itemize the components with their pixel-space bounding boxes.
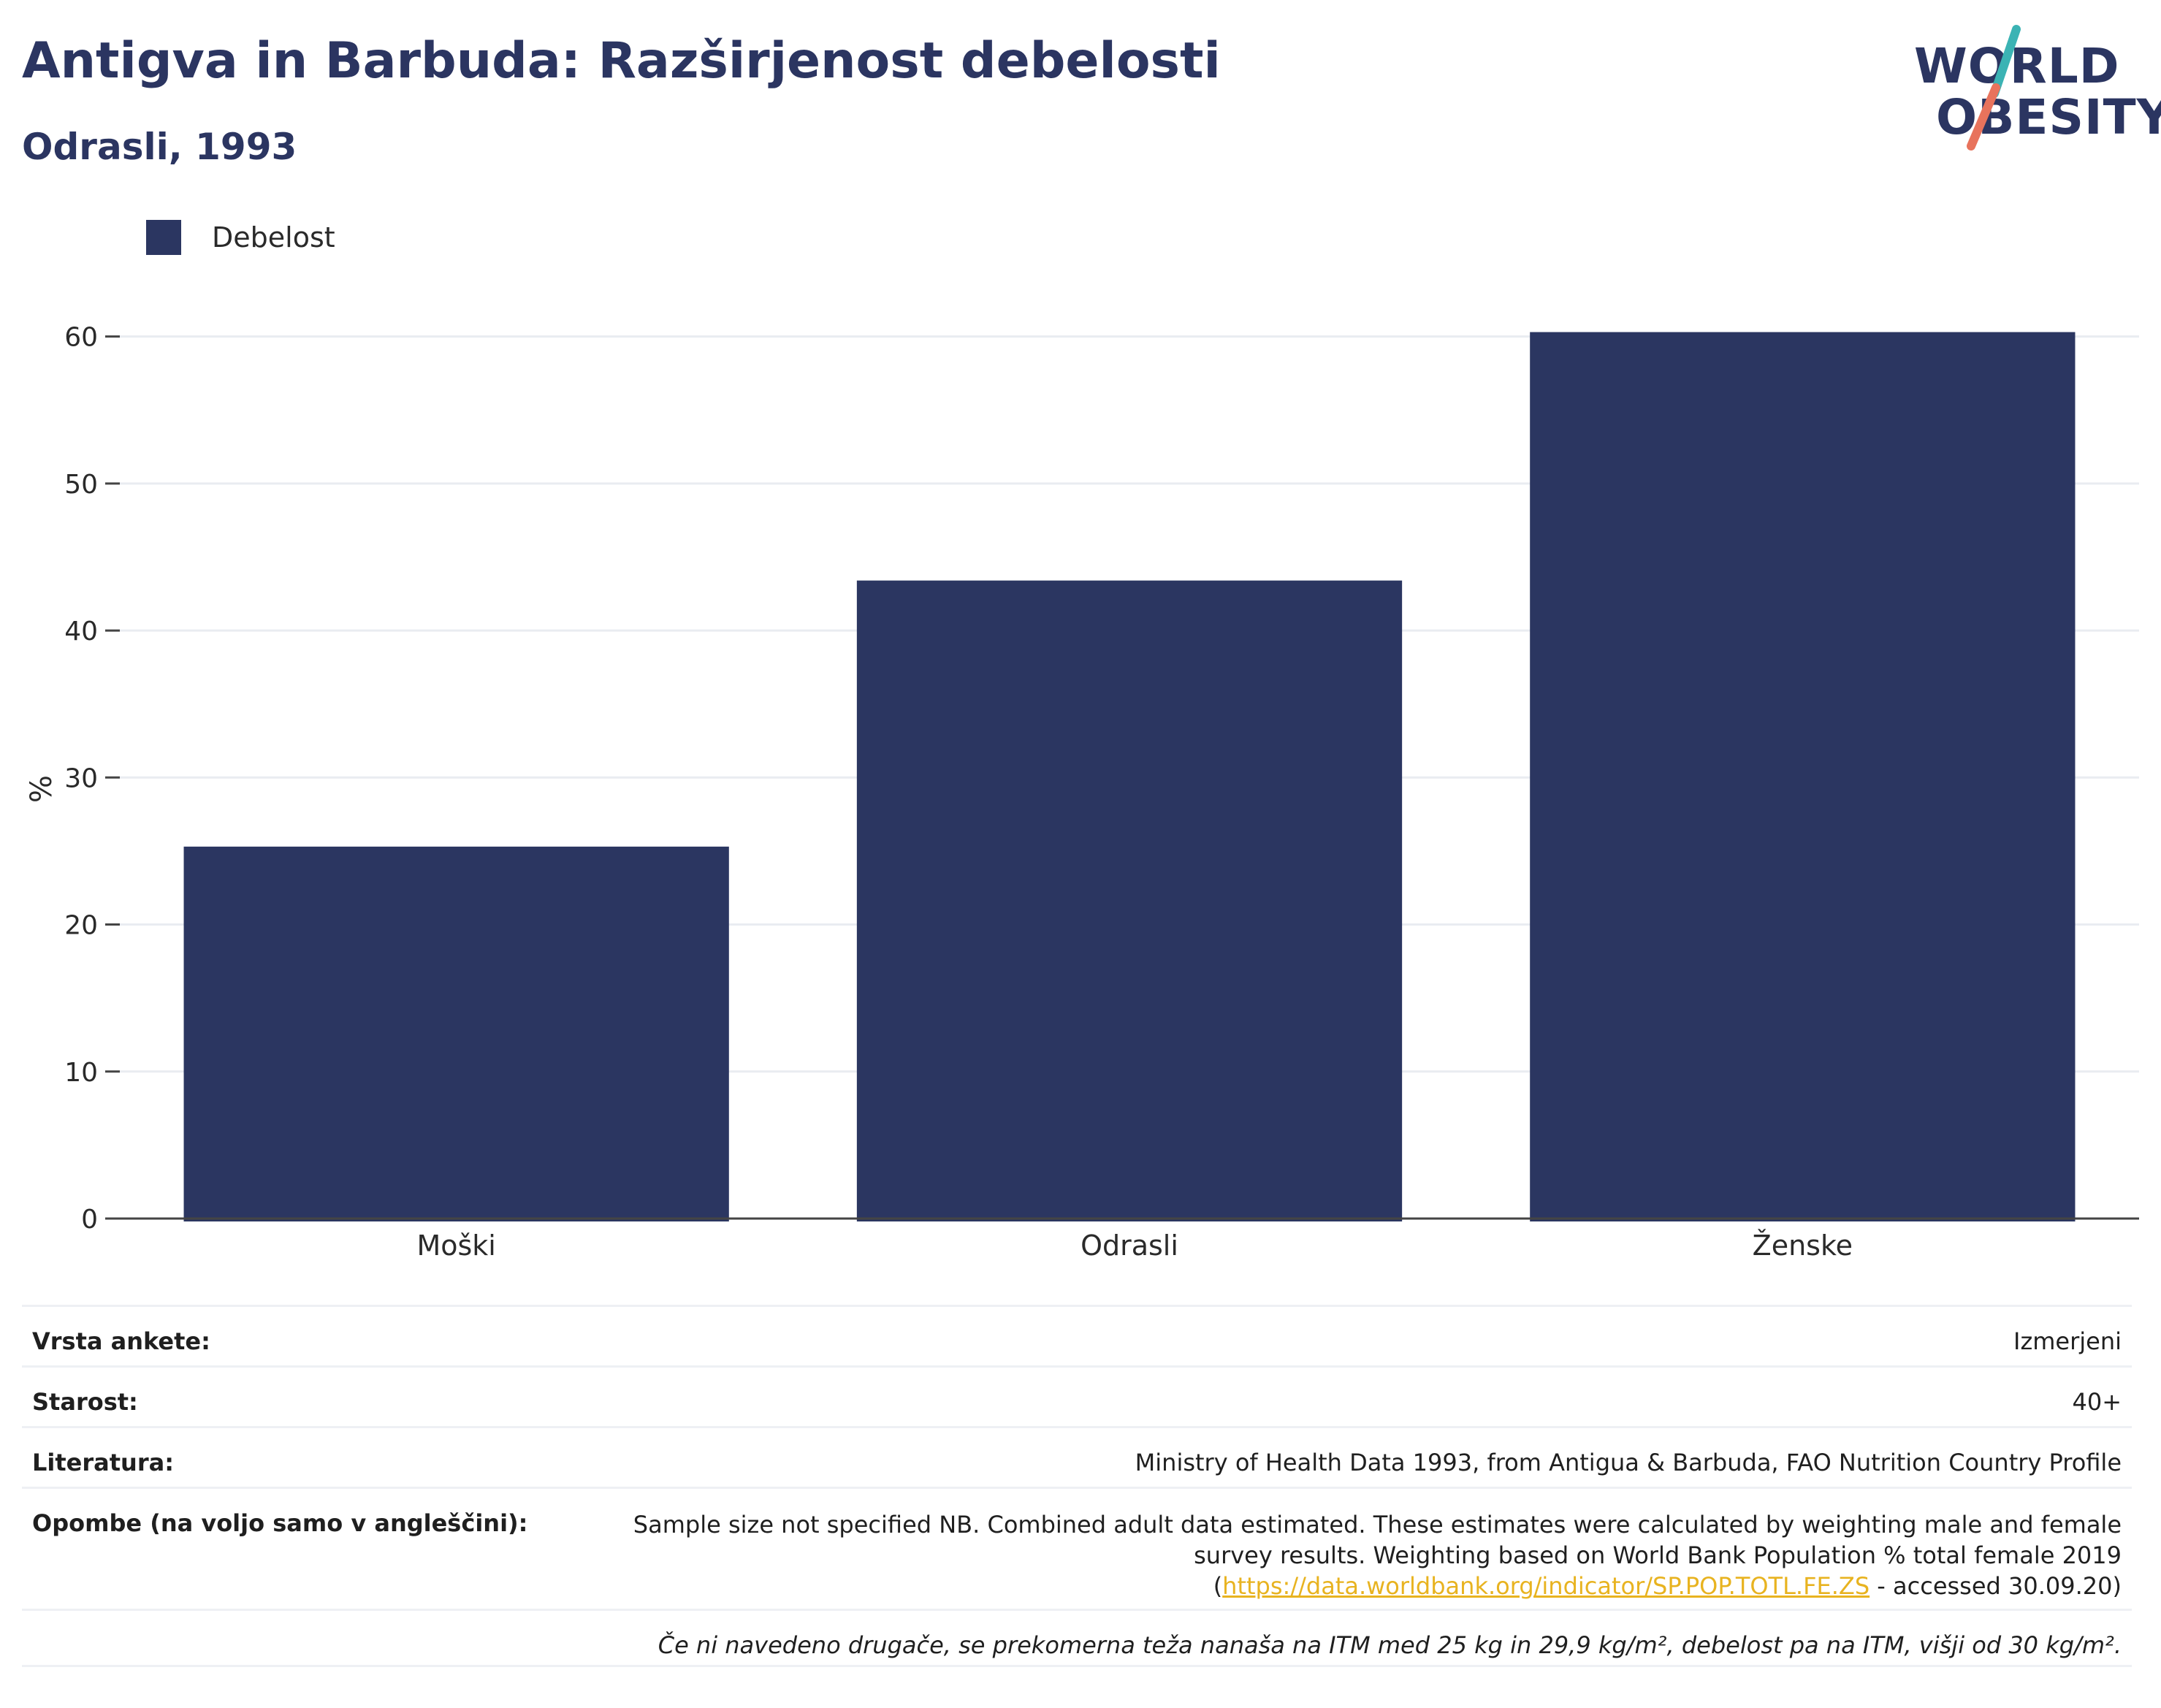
info-row-footnote: Če ni navedeno drugače, se prekomerna te… xyxy=(22,1609,2132,1667)
world-obesity-logo: WORLD OBESITY xyxy=(1899,20,2161,159)
bar-Odrasli xyxy=(856,580,1403,1221)
chart-legend: Debelost xyxy=(146,219,335,256)
x-tick-label: Ženske xyxy=(1753,1229,1853,1262)
logo-line-1: WORLD xyxy=(1914,38,2120,94)
y-tick-label: 20 xyxy=(64,911,98,941)
y-tick-label: 30 xyxy=(64,763,98,793)
y-axis-label: % xyxy=(25,775,58,803)
page-subtitle: Odrasli, 1993 xyxy=(22,126,297,168)
age-value: 40+ xyxy=(2072,1388,2122,1416)
y-tick-label: 50 xyxy=(64,470,98,500)
legend-swatch xyxy=(146,220,181,255)
bar-chart: 0 10 20 30 40 50 60% Moški Odrasli Ženske xyxy=(25,323,2139,1262)
reference-label: Literatura: xyxy=(32,1449,174,1476)
survey-type-value: Izmerjeni xyxy=(2013,1327,2122,1355)
footnote-text: Če ni navedeno drugače, se prekomerna te… xyxy=(658,1631,2122,1659)
bar-Moški xyxy=(183,846,729,1221)
age-label: Starost: xyxy=(32,1388,138,1416)
survey-type-label: Vrsta ankete: xyxy=(32,1327,210,1355)
notes-text-after: - accessed 30.09.20) xyxy=(1870,1572,2122,1600)
info-row-survey-type: Vrsta ankete: Izmerjeni xyxy=(22,1305,2132,1365)
info-table: Vrsta ankete: Izmerjeni Starost: 40+ Lit… xyxy=(22,1305,2132,1667)
logo-slash-icon xyxy=(1967,25,2021,150)
info-row-age: Starost: 40+ xyxy=(22,1365,2132,1426)
x-tick-label: Moški xyxy=(416,1229,495,1262)
reference-value: Ministry of Health Data 1993, from Antig… xyxy=(1135,1449,2122,1476)
notes-value: Sample size not specified NB. Combined a… xyxy=(602,1509,2122,1609)
page-title: Antigva in Barbuda: Razširjenost debelos… xyxy=(22,32,1221,90)
info-row-reference: Literatura: Ministry of Health Data 1993… xyxy=(22,1426,2132,1487)
notes-label: Opombe (na voljo samo v angleščini): xyxy=(32,1509,528,1537)
info-row-notes: Opombe (na voljo samo v angleščini): Sam… xyxy=(22,1487,2132,1609)
y-tick-label: 0 xyxy=(81,1205,98,1235)
y-tick-label: 60 xyxy=(64,323,98,353)
notes-text-before: Sample size not specified NB. Combined a… xyxy=(633,1511,2122,1600)
x-tick-label: Odrasli xyxy=(1080,1229,1178,1262)
bar-Ženske xyxy=(1530,332,2076,1221)
y-tick-label: 40 xyxy=(64,617,98,647)
worldbank-link[interactable]: https://data.worldbank.org/indicator/SP.… xyxy=(1222,1572,1870,1600)
legend-label: Debelost xyxy=(212,221,335,253)
y-tick-label: 10 xyxy=(64,1058,98,1088)
